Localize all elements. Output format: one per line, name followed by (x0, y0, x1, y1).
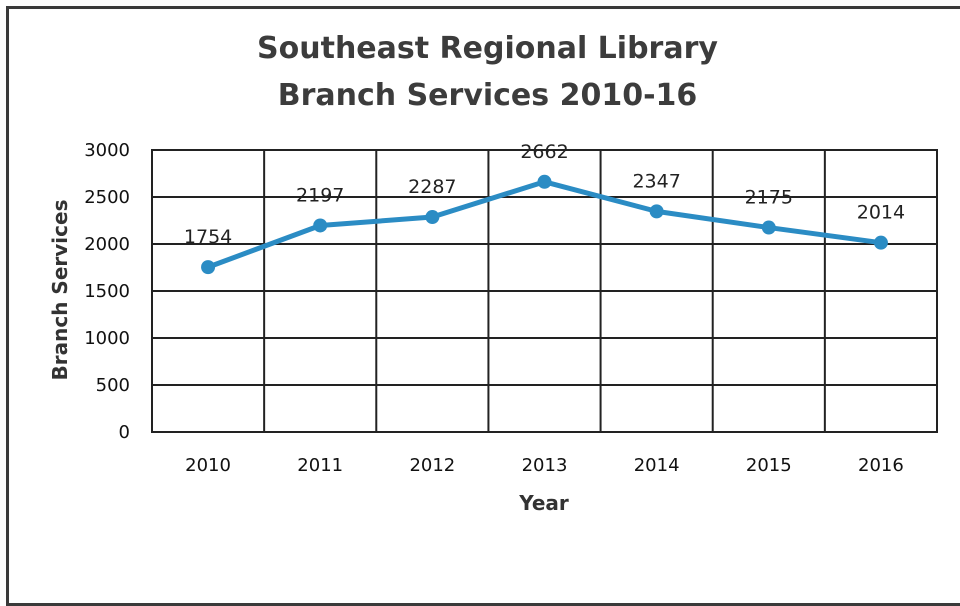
y-tick-label: 1000 (84, 328, 130, 349)
y-axis-label: Branch Services (48, 200, 72, 381)
x-tick-label: 2016 (858, 455, 904, 476)
data-point (313, 218, 328, 233)
data-point (873, 235, 888, 250)
y-tick-label: 500 (96, 375, 130, 396)
y-tick-label: 3000 (84, 140, 130, 161)
data-point (649, 204, 664, 219)
y-tick-label: 0 (119, 422, 130, 443)
y-tick-label: 2500 (84, 187, 130, 208)
data-point (201, 260, 216, 275)
x-axis-label: Year (518, 491, 569, 515)
chart-subtitle: Branch Services 2010-16 (277, 78, 698, 113)
data-point (537, 174, 552, 189)
x-tick-label: 2015 (746, 455, 792, 476)
x-tick-label: 2013 (522, 455, 568, 476)
data-labels: 1754 2197 2287 2662 2347 2175 2014 (184, 141, 905, 248)
series-layer (201, 174, 888, 275)
data-label: 2347 (632, 170, 680, 192)
data-label: 2175 (745, 187, 793, 209)
x-tick-label: 2010 (185, 455, 231, 476)
data-label: 2014 (857, 202, 905, 224)
x-tick-label: 2012 (409, 455, 455, 476)
x-tick-label: 2011 (297, 455, 343, 476)
data-point (425, 210, 440, 225)
data-label: 1754 (184, 226, 232, 248)
x-axis-ticks: 2010 2011 2012 2013 2014 2015 2016 (185, 455, 904, 476)
data-label: 2197 (296, 184, 344, 206)
chart-title: Southeast Regional Library (257, 31, 718, 66)
data-point (761, 220, 776, 235)
y-tick-label: 1500 (84, 281, 130, 302)
y-tick-label: 2000 (84, 234, 130, 255)
data-label: 2662 (520, 141, 568, 163)
x-tick-label: 2014 (634, 455, 680, 476)
y-axis-ticks: 0 500 1000 1500 2000 2500 3000 (84, 140, 130, 443)
plot-grid (151, 149, 938, 433)
data-label: 2287 (408, 176, 456, 198)
